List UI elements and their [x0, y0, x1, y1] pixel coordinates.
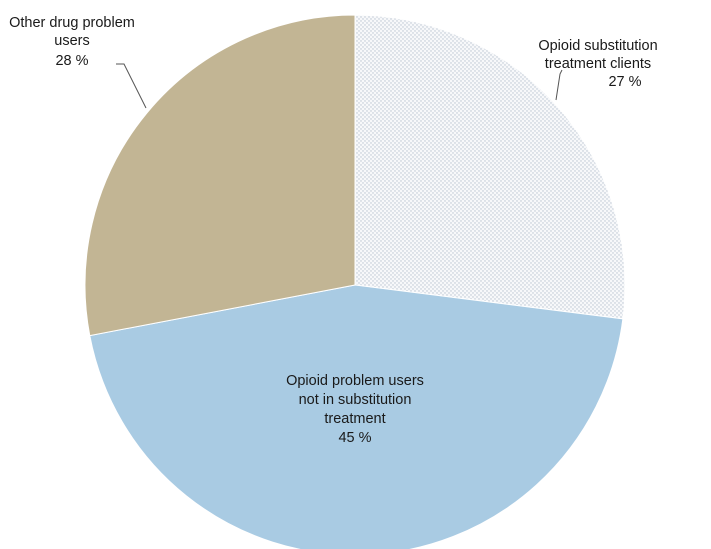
label-slice-2-line-0: Other drug problem — [9, 15, 135, 31]
label-slice-1-line-2: treatment — [324, 411, 385, 427]
label-slice-2: Other drug problem users 28 % — [9, 15, 147, 109]
label-slice-2-line-1: users — [54, 33, 89, 49]
label-slice-1-line-0: Opioid problem users — [286, 373, 424, 389]
pie-slice-2 — [84, 14, 356, 337]
label-slice-0-line-0: Opioid substitution — [538, 38, 657, 54]
pie-slice-1 — [89, 284, 624, 549]
leader-line-slice-0 — [555, 69, 563, 101]
label-slice-2-value: 28 % — [55, 53, 88, 69]
label-slice-0-line-1: treatment clients — [545, 56, 651, 72]
pie-slice-0 — [354, 14, 626, 320]
label-slice-0: Opioid substitution treatment clients 27… — [538, 38, 658, 101]
label-slice-1: Opioid problem users not in substitution… — [286, 373, 424, 446]
pie-slices — [84, 14, 626, 549]
leader-line-slice-2 — [116, 63, 147, 109]
label-slice-0-value: 27 % — [608, 74, 641, 90]
label-slice-1-value: 45 % — [338, 430, 371, 446]
label-slice-1-line-1: not in substitution — [299, 392, 412, 408]
